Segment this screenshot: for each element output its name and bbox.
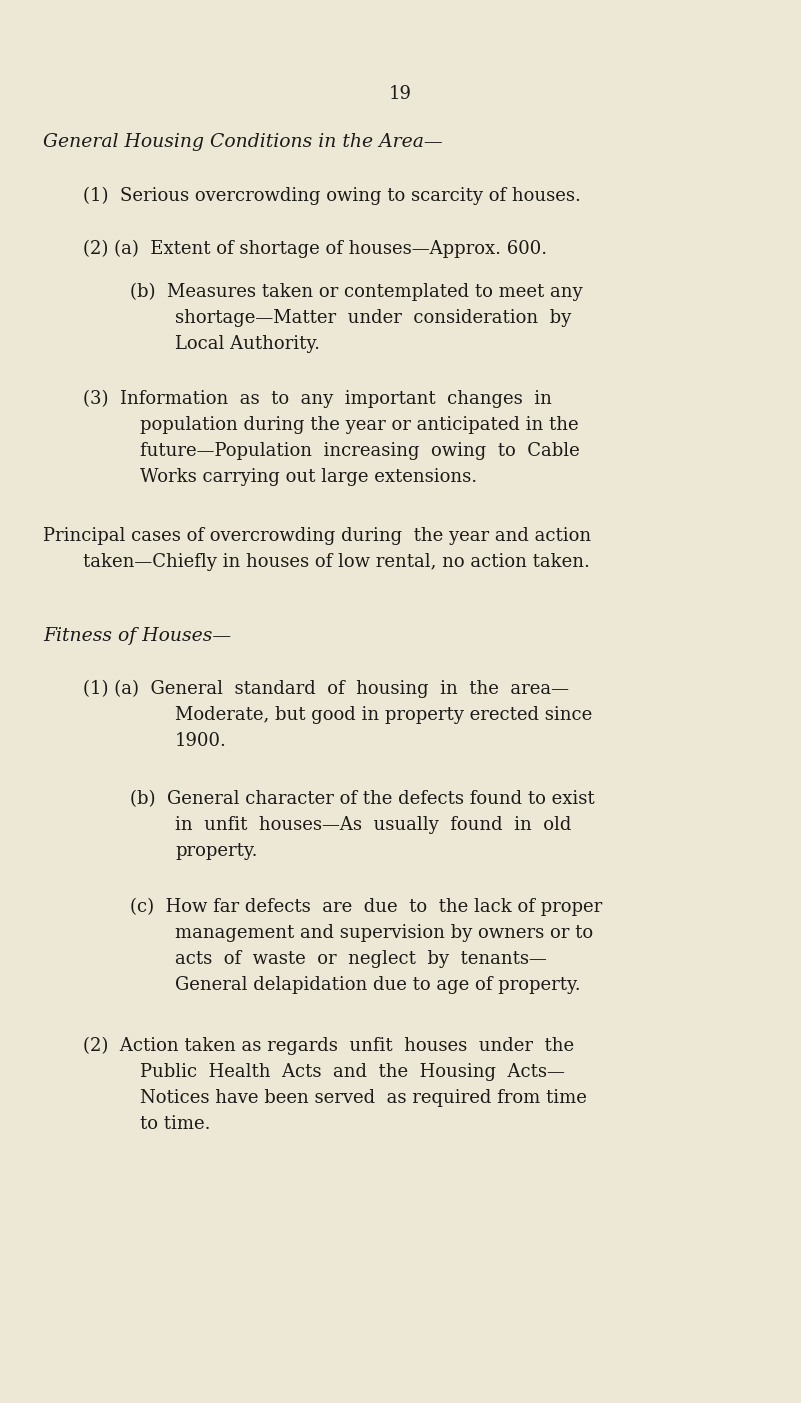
Text: taken—Chiefly in houses of low rental, no action taken.: taken—Chiefly in houses of low rental, n… <box>83 553 590 571</box>
Text: Moderate, but good in property erected since: Moderate, but good in property erected s… <box>175 706 592 724</box>
Text: population during the year or anticipated in the: population during the year or anticipate… <box>140 417 578 434</box>
Text: property.: property. <box>175 842 257 860</box>
Text: General Housing Conditions in the Area—: General Housing Conditions in the Area— <box>43 133 443 152</box>
Text: (1) (a)  General  standard  of  housing  in  the  area—: (1) (a) General standard of housing in t… <box>83 680 569 699</box>
Text: General delapidation due to age of property.: General delapidation due to age of prope… <box>175 976 581 993</box>
Text: Local Authority.: Local Authority. <box>175 335 320 354</box>
Text: future—Population  increasing  owing  to  Cable: future—Population increasing owing to Ca… <box>140 442 580 460</box>
Text: (c)  How far defects  are  due  to  the lack of proper: (c) How far defects are due to the lack … <box>130 898 602 916</box>
Text: Public  Health  Acts  and  the  Housing  Acts—: Public Health Acts and the Housing Acts— <box>140 1063 565 1080</box>
Text: (2) (a)  Extent of shortage of houses—Approx. 600.: (2) (a) Extent of shortage of houses—App… <box>83 240 547 258</box>
Text: (1)  Serious overcrowding owing to scarcity of houses.: (1) Serious overcrowding owing to scarci… <box>83 187 581 205</box>
Text: (2)  Action taken as regards  unfit  houses  under  the: (2) Action taken as regards unfit houses… <box>83 1037 574 1055</box>
Text: acts  of  waste  or  neglect  by  tenants—: acts of waste or neglect by tenants— <box>175 950 547 968</box>
Text: 19: 19 <box>388 86 412 102</box>
Text: in  unfit  houses—As  usually  found  in  old: in unfit houses—As usually found in old <box>175 817 571 833</box>
Text: Works carrying out large extensions.: Works carrying out large extensions. <box>140 469 477 485</box>
Text: shortage—Matter  under  consideration  by: shortage—Matter under consideration by <box>175 309 571 327</box>
Text: Notices have been served  as required from time: Notices have been served as required fro… <box>140 1089 587 1107</box>
Text: (b)  Measures taken or contemplated to meet any: (b) Measures taken or contemplated to me… <box>130 283 582 302</box>
Text: to time.: to time. <box>140 1115 211 1134</box>
Text: Principal cases of overcrowding during  the year and action: Principal cases of overcrowding during t… <box>43 528 591 544</box>
Text: management and supervision by owners or to: management and supervision by owners or … <box>175 925 593 941</box>
Text: (3)  Information  as  to  any  important  changes  in: (3) Information as to any important chan… <box>83 390 552 408</box>
Text: 1900.: 1900. <box>175 732 227 751</box>
Text: Fitness of Houses—: Fitness of Houses— <box>43 627 231 645</box>
Text: (b)  General character of the defects found to exist: (b) General character of the defects fou… <box>130 790 594 808</box>
